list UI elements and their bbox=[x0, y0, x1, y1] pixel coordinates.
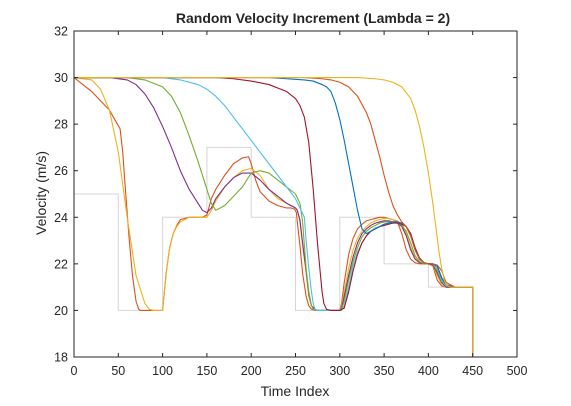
x-tick-label: 350 bbox=[374, 364, 395, 378]
x-tick-label: 500 bbox=[507, 364, 528, 378]
y-tick-label: 22 bbox=[54, 257, 68, 271]
x-tick-label: 250 bbox=[285, 364, 306, 378]
y-tick-label: 18 bbox=[54, 351, 68, 365]
x-tick-label: 200 bbox=[241, 364, 262, 378]
x-tick-label: 100 bbox=[152, 364, 173, 378]
series-line-7 bbox=[74, 77, 474, 357]
x-tick-label: 0 bbox=[71, 364, 78, 378]
x-axis-label: Time Index bbox=[261, 383, 330, 399]
y-tick-label: 30 bbox=[54, 71, 68, 85]
x-tick-label: 450 bbox=[462, 364, 483, 378]
x-axis: 0 50 100 150 200 250 300 350 400 450 500 bbox=[71, 31, 528, 378]
y-tick-label: 24 bbox=[54, 211, 68, 225]
y-tick-label: 20 bbox=[54, 304, 68, 318]
y-axis-label: Velocity (m/s) bbox=[33, 151, 49, 235]
x-tick-label: 400 bbox=[418, 364, 439, 378]
chart-title: Random Velocity Increment (Lambda = 2) bbox=[176, 10, 450, 26]
x-tick-label: 300 bbox=[329, 364, 350, 378]
y-tick-label: 26 bbox=[54, 164, 68, 178]
y-tick-label: 32 bbox=[54, 25, 68, 39]
series-layer bbox=[73, 77, 474, 357]
y-axis: 18 20 22 24 26 28 30 32 bbox=[54, 25, 517, 365]
x-tick-label: 50 bbox=[111, 364, 125, 378]
series-line-9 bbox=[74, 77, 474, 357]
y-tick-label: 28 bbox=[54, 118, 68, 132]
x-tick-label: 150 bbox=[196, 364, 217, 378]
